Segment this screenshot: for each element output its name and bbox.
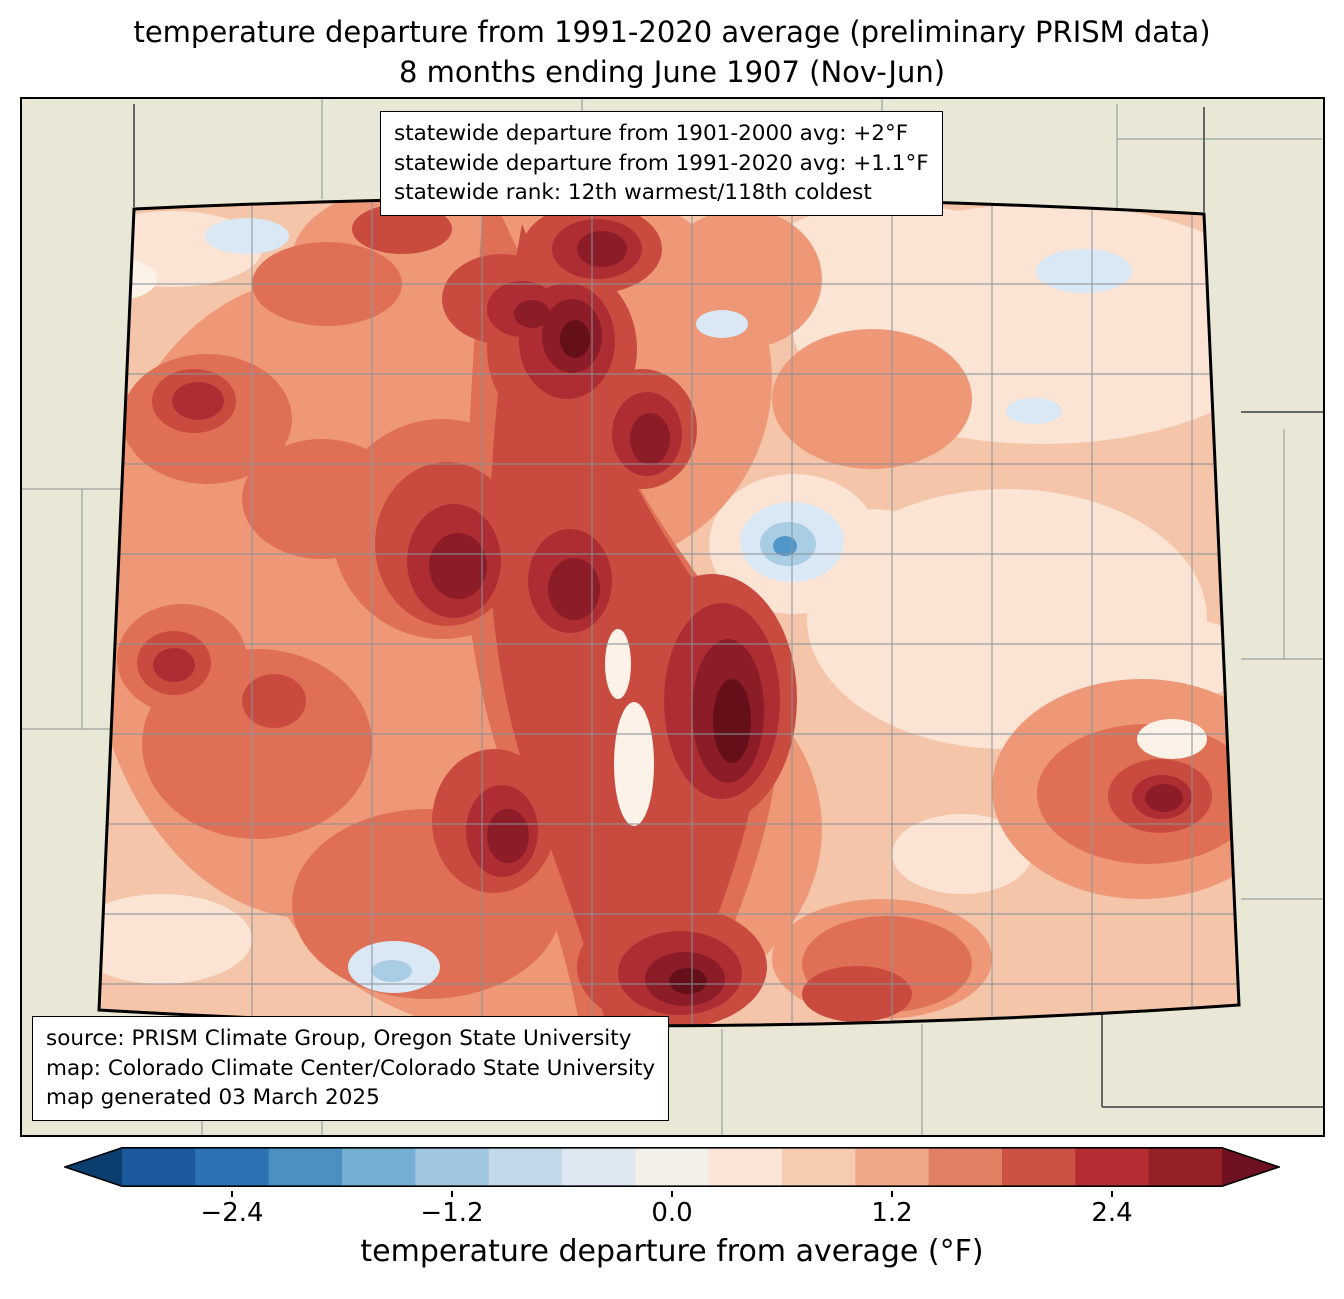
tick-label: 2.4	[1091, 1198, 1133, 1228]
colorbar-svg	[62, 1147, 1282, 1187]
stats-line-2: statewide departure from 1991-2020 avg: …	[394, 150, 929, 176]
stats-line-3: statewide rank: 12th warmest/118th colde…	[394, 180, 872, 206]
tick-mark	[451, 1191, 453, 1197]
source-line-3: map generated 03 March 2025	[46, 1085, 380, 1111]
county-grid	[99, 197, 1239, 1026]
tick-label: −2.4	[200, 1198, 264, 1228]
heat-field	[99, 197, 1239, 1026]
colorado-map	[22, 99, 1323, 1135]
tick-label: 1.2	[871, 1198, 913, 1228]
outside-state-lines	[133, 104, 1323, 1108]
blue-anomaly-spot	[773, 536, 797, 556]
tick-mark	[1111, 1191, 1113, 1197]
tick-label: −1.2	[420, 1198, 484, 1228]
source-box: source: PRISM Climate Group, Oregon Stat…	[32, 1016, 670, 1121]
title-line-1: temperature departure from 1991-2020 ave…	[133, 15, 1211, 49]
stats-box: statewide departure from 1901-2000 avg: …	[380, 111, 943, 216]
title-line-2: 8 months ending June 1907 (Nov-Jun)	[398, 55, 946, 89]
darkest-cores	[560, 320, 751, 994]
tick-mark	[231, 1191, 233, 1197]
map-frame: statewide departure from 1901-2000 avg: …	[20, 97, 1325, 1137]
source-line-2: map: Colorado Climate Center/Colorado St…	[46, 1055, 656, 1081]
colorbar: −2.4 −1.2 0.0 1.2 2.4	[62, 1147, 1282, 1237]
source-line-1: source: PRISM Climate Group, Oregon Stat…	[46, 1026, 632, 1052]
colorbar-ticks: −2.4 −1.2 0.0 1.2 2.4	[122, 1191, 1222, 1237]
tick-label: 0.0	[651, 1198, 693, 1228]
tick-mark	[891, 1191, 893, 1197]
stats-line-1: statewide departure from 1901-2000 avg: …	[394, 121, 909, 146]
colorbar-label: temperature departure from average (°F)	[360, 1234, 984, 1269]
tick-mark	[671, 1191, 673, 1197]
page-title: temperature departure from 1991-2020 ave…	[0, 12, 1344, 92]
